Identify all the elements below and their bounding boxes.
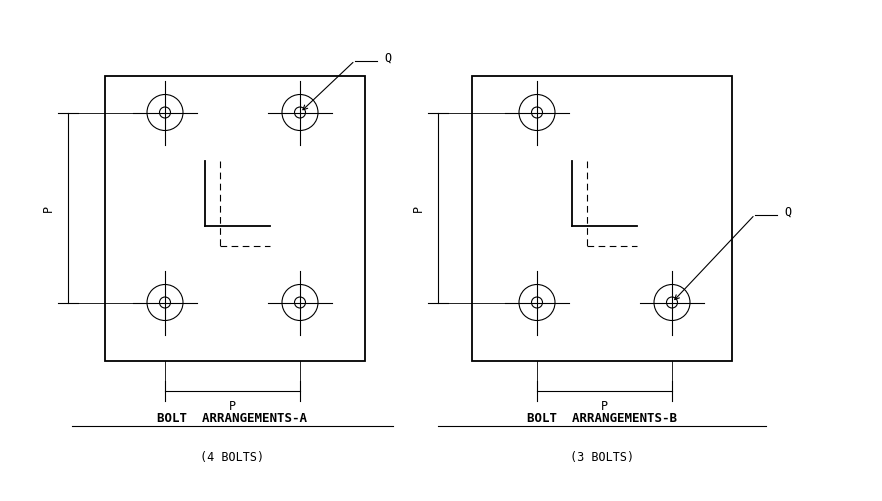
Text: P: P — [601, 399, 608, 412]
Text: (3 BOLTS): (3 BOLTS) — [570, 450, 634, 463]
Text: BOLT  ARRANGEMENTS-B: BOLT ARRANGEMENTS-B — [527, 412, 677, 425]
Bar — [105, 76, 365, 361]
Text: Q: Q — [384, 52, 391, 65]
Text: Q: Q — [784, 205, 791, 218]
Text: P: P — [412, 204, 424, 211]
Text: P: P — [41, 204, 55, 211]
Text: (4 BOLTS): (4 BOLTS) — [200, 450, 264, 463]
Bar — [472, 76, 732, 361]
Text: P: P — [229, 399, 236, 412]
Text: BOLT  ARRANGEMENTS-A: BOLT ARRANGEMENTS-A — [157, 412, 307, 425]
